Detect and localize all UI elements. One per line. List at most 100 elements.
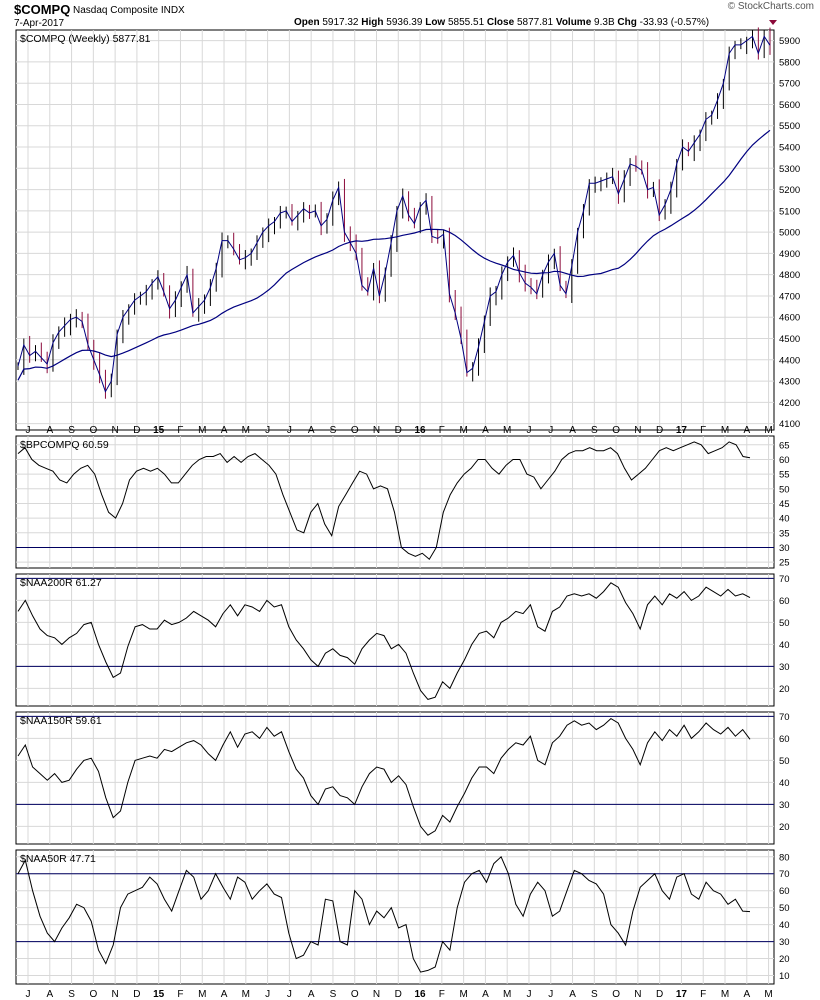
x-tick-label: A [308, 425, 315, 436]
price-line [17, 35, 771, 393]
x-tick-label: D [656, 425, 663, 436]
x-tick-label: N [373, 989, 380, 1000]
x-tick-label: J [26, 989, 31, 1000]
y-tick-label: 5000 [779, 228, 800, 239]
x-tick-label: N [634, 989, 641, 1000]
y-tick-label: 40 [779, 778, 790, 789]
x-tick-label: A [569, 425, 576, 436]
x-tick-label: D [133, 989, 140, 1000]
x-tick-label: A [221, 989, 228, 1000]
naa50-line [17, 855, 751, 973]
panel-legend: $COMPQ (Weekly) 5877.81 [20, 33, 151, 45]
x-tick-label: 15 [153, 989, 165, 1000]
y-tick-label: 4400 [779, 355, 800, 366]
y-tick-label: 4800 [779, 270, 800, 281]
y-tick-label: 70 [779, 712, 790, 723]
ohlc-value: 5855.51 [448, 17, 485, 28]
y-tick-label: 65 [779, 440, 790, 451]
x-tick-label: S [330, 989, 337, 1000]
naa150-line [17, 717, 751, 836]
x-tick-label: A [308, 989, 315, 1000]
ohlc-label: Chg [615, 17, 640, 28]
y-tick-label: 50 [779, 618, 790, 629]
y-tick-label: 40 [779, 920, 790, 931]
y-tick-label: 5200 [779, 185, 800, 196]
y-tick-label: 60 [779, 596, 790, 607]
y-tick-label: 5800 [779, 57, 800, 68]
x-tick-label: F [439, 989, 445, 1000]
x-tick-label: J [265, 989, 270, 1000]
y-tick-label: 10 [779, 971, 790, 982]
panel-legend: $NAA50R 47.71 [20, 853, 96, 865]
x-tick-label: J [526, 989, 531, 1000]
x-tick-label: F [177, 425, 183, 436]
panel-frame [15, 711, 775, 845]
x-tick-label: M [198, 425, 206, 436]
ohlc-readout: Open 5917.32 High 5936.39 Low 5855.51 Cl… [294, 17, 709, 28]
x-tick-label: D [395, 425, 402, 436]
x-tick-label: J [265, 425, 270, 436]
panel-legend: $BPCOMPQ 60.59 [20, 439, 109, 451]
x-tick-label: O [351, 989, 359, 1000]
x-tick-label: J [548, 989, 553, 1000]
x-tick-label: S [591, 989, 598, 1000]
y-tick-label: 20 [779, 684, 790, 695]
y-tick-label: 70 [779, 574, 790, 585]
x-tick-label: A [221, 425, 228, 436]
ohlc-label: Close [484, 17, 517, 28]
y-tick-label: 4200 [779, 398, 800, 409]
naa200-line [17, 582, 751, 700]
ohlc-value: 5917.32 [322, 17, 359, 28]
x-tick-label: 16 [415, 989, 427, 1000]
x-tick-label: M [198, 989, 206, 1000]
ohlc-label: Volume [553, 17, 594, 28]
x-tick-label: S [330, 425, 337, 436]
x-tick-label: D [133, 425, 140, 436]
x-tick-label: A [46, 425, 53, 436]
y-tick-label: 4300 [779, 377, 800, 388]
x-tick-label: N [373, 425, 380, 436]
panel-legend: $NAA150R 59.61 [20, 715, 102, 727]
x-tick-label: M [721, 425, 729, 436]
panel-frame [15, 435, 775, 569]
x-tick-label: N [634, 425, 641, 436]
x-tick-label: N [112, 425, 119, 436]
x-tick-label: A [743, 425, 750, 436]
x-tick-label: O [612, 989, 620, 1000]
index-name: Nasdaq Composite INDX [73, 5, 185, 16]
y-tick-label: 60 [779, 886, 790, 897]
y-tick-label: 50 [779, 756, 790, 767]
y-tick-label: 70 [779, 869, 790, 880]
date-label: 7-Apr-2017 [14, 18, 64, 29]
y-tick-label: 4900 [779, 249, 800, 260]
x-tick-label: M [764, 989, 772, 1000]
panel-legend: $NAA200R 61.27 [20, 577, 102, 589]
x-tick-label: A [46, 989, 53, 1000]
down-arrow-icon [769, 20, 777, 25]
y-tick-label: 4500 [779, 334, 800, 345]
ohlc-label: Open [294, 17, 322, 28]
x-tick-label: D [395, 989, 402, 1000]
x-tick-label: F [700, 989, 706, 1000]
y-tick-label: 5900 [779, 36, 800, 47]
x-tick-label: S [591, 425, 598, 436]
x-tick-label: J [548, 425, 553, 436]
y-tick-label: 5300 [779, 164, 800, 175]
panel-frame [15, 573, 775, 707]
x-tick-label: O [351, 425, 359, 436]
y-tick-label: 5100 [779, 206, 800, 217]
symbol-title: $COMPQ [14, 2, 70, 17]
x-tick-label: J [526, 425, 531, 436]
x-tick-label: M [764, 425, 772, 436]
ohlc-value: 9.3B [594, 17, 615, 28]
y-tick-label: 5700 [779, 79, 800, 90]
x-tick-label: S [68, 425, 75, 436]
x-tick-label: J [287, 989, 292, 1000]
y-tick-label: 55 [779, 470, 790, 481]
y-tick-label: 4100 [779, 419, 800, 430]
y-tick-label: 35 [779, 528, 790, 539]
x-tick-label: J [26, 425, 31, 436]
y-tick-label: 50 [779, 484, 790, 495]
x-tick-label: A [569, 989, 576, 1000]
